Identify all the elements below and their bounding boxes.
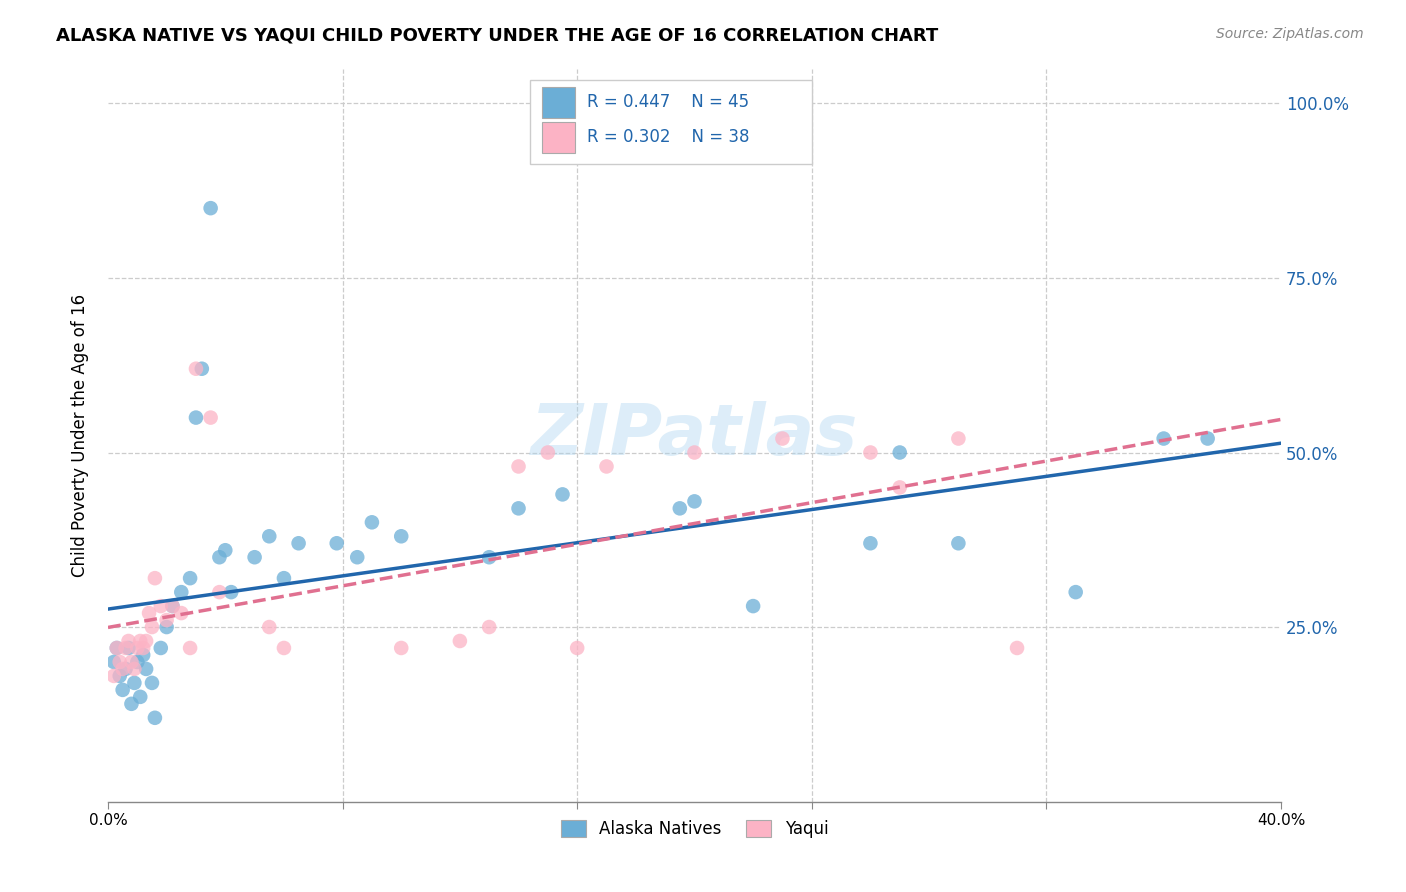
Point [141, 620, 163, 634]
Point [208, 585, 231, 599]
Point [117, 634, 139, 648]
Text: ALASKA NATIVE VS YAQUI CHILD POVERTY UNDER THE AGE OF 16 CORRELATION CHART: ALASKA NATIVE VS YAQUI CHILD POVERTY UND… [56, 27, 938, 45]
Point [346, 550, 368, 565]
FancyBboxPatch shape [530, 79, 811, 164]
Point [742, 599, 765, 613]
Point [129, 690, 152, 704]
Point [1064, 585, 1087, 599]
Point [103, 669, 125, 683]
Point [551, 487, 574, 501]
Point [389, 640, 412, 655]
Point [108, 669, 131, 683]
Point [132, 640, 155, 655]
Legend: Alaska Natives, Yaqui: Alaska Natives, Yaqui [554, 813, 835, 845]
Point [948, 536, 970, 550]
Point [111, 682, 134, 697]
Text: ZIPatlas: ZIPatlas [531, 401, 858, 469]
Point [200, 201, 222, 215]
Point [948, 432, 970, 446]
Point [184, 361, 207, 376]
Point [273, 640, 295, 655]
Point [138, 606, 160, 620]
Point [191, 361, 214, 376]
Point [478, 620, 501, 634]
Y-axis label: Child Poverty Under the Age of 16: Child Poverty Under the Age of 16 [72, 293, 89, 576]
Point [120, 697, 142, 711]
Point [859, 445, 882, 459]
Point [127, 655, 149, 669]
Text: R = 0.447    N = 45: R = 0.447 N = 45 [586, 94, 748, 112]
Point [120, 655, 142, 669]
Point [537, 445, 560, 459]
Text: R = 0.302    N = 38: R = 0.302 N = 38 [586, 128, 749, 146]
Point [243, 550, 266, 565]
Point [170, 606, 193, 620]
Point [105, 640, 128, 655]
Point [478, 550, 501, 565]
Point [179, 640, 201, 655]
Point [889, 480, 911, 494]
Point [149, 599, 172, 613]
Point [129, 634, 152, 648]
Point [156, 620, 179, 634]
Point [124, 676, 146, 690]
Point [669, 501, 692, 516]
Point [141, 676, 163, 690]
Point [208, 550, 231, 565]
Point [889, 445, 911, 459]
Point [103, 655, 125, 669]
Point [214, 543, 236, 558]
Point [273, 571, 295, 585]
Point [259, 620, 281, 634]
Point [772, 432, 794, 446]
Point [508, 501, 530, 516]
FancyBboxPatch shape [541, 87, 575, 118]
Point [683, 494, 706, 508]
FancyBboxPatch shape [541, 122, 575, 153]
Point [117, 640, 139, 655]
Point [105, 640, 128, 655]
Point [389, 529, 412, 543]
Point [149, 640, 172, 655]
Point [143, 711, 166, 725]
Point [135, 662, 157, 676]
Point [1005, 640, 1028, 655]
Point [361, 516, 384, 530]
Point [156, 613, 179, 627]
Point [1153, 432, 1175, 446]
Point [114, 640, 136, 655]
Point [508, 459, 530, 474]
Point [287, 536, 309, 550]
Point [114, 662, 136, 676]
Point [143, 571, 166, 585]
Point [127, 640, 149, 655]
Point [259, 529, 281, 543]
Point [132, 648, 155, 662]
Point [135, 634, 157, 648]
Text: Source: ZipAtlas.com: Source: ZipAtlas.com [1216, 27, 1364, 41]
Point [325, 536, 347, 550]
Point [162, 599, 184, 613]
Point [200, 410, 222, 425]
Point [859, 536, 882, 550]
Point [219, 585, 242, 599]
Point [1197, 432, 1219, 446]
Point [170, 585, 193, 599]
Point [111, 662, 134, 676]
Point [683, 445, 706, 459]
Point [567, 640, 589, 655]
Point [162, 599, 184, 613]
Point [595, 459, 617, 474]
Point [449, 634, 471, 648]
Point [179, 571, 201, 585]
Point [124, 662, 146, 676]
Point [184, 410, 207, 425]
Point [108, 655, 131, 669]
